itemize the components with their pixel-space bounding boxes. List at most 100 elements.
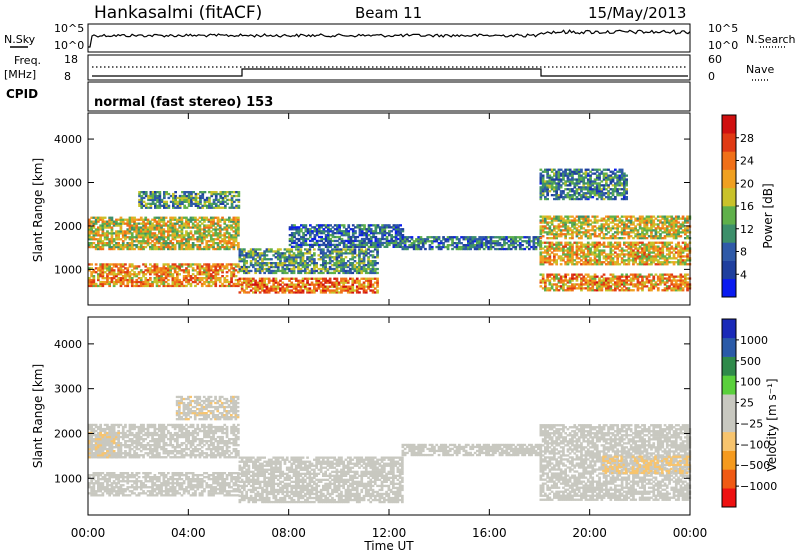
echo-cell: [641, 287, 644, 290]
echo-cell: [582, 263, 586, 266]
echo-cell: [243, 262, 246, 265]
echo-cell: [173, 228, 177, 231]
echo-cell: [548, 253, 552, 256]
echo-cell: [119, 244, 123, 247]
echo-cell: [677, 249, 680, 252]
echo-cell: [364, 267, 368, 271]
echo-cell: [256, 254, 260, 257]
echo-cell: [686, 287, 689, 290]
echo-cell: [333, 277, 336, 280]
echo-cell: [117, 273, 120, 276]
echo-cell: [151, 194, 155, 198]
echo-cell: [593, 259, 597, 262]
echo-cell: [591, 287, 595, 290]
echo-cell: [670, 225, 674, 228]
echo-cell: [200, 234, 204, 237]
echo-cell: [584, 219, 588, 222]
echo-cell: [373, 269, 377, 273]
echo-cell: [451, 236, 454, 239]
echo-cell: [322, 256, 325, 259]
echo-cell: [322, 248, 325, 251]
echo-cell: [230, 267, 233, 270]
echo-cell: [340, 265, 343, 269]
echo-cell: [514, 238, 518, 241]
echo-cell: [306, 291, 309, 294]
echo-cell: [419, 236, 423, 239]
echo-cell: [482, 236, 486, 239]
echo-cell: [198, 271, 202, 274]
echo-cell: [144, 228, 148, 231]
echo-cell: [274, 291, 278, 294]
echo-cell: [162, 277, 166, 280]
echo-cell: [254, 269, 257, 273]
echo-cell: [194, 275, 197, 278]
echo-cell: [641, 285, 644, 288]
echo-cell: [559, 241, 563, 244]
echo-cell: [627, 257, 631, 260]
echo-cell: [349, 239, 353, 243]
echo-cell: [162, 216, 166, 219]
echo-cell: [230, 242, 233, 245]
echo-cell: [670, 221, 674, 224]
echo-cell: [279, 287, 282, 290]
echo-cell: [108, 218, 111, 221]
echo-cell: [485, 240, 488, 243]
echo-cell: [153, 228, 157, 231]
echo-cell: [178, 273, 181, 276]
echo-cell: [209, 267, 213, 270]
echo-cell: [103, 232, 107, 235]
echo-cell: [634, 259, 637, 262]
echo-cell: [491, 236, 495, 239]
echo-cell: [310, 267, 314, 271]
echo-cell: [670, 223, 674, 226]
echo-cell: [539, 240, 542, 243]
echo-cell: [207, 240, 211, 243]
echo-cell: [661, 223, 665, 226]
echo-cell: [263, 283, 266, 286]
echo-cell: [185, 247, 188, 251]
echo-cell: [568, 279, 572, 282]
echo-cell: [304, 287, 307, 290]
echo-cell: [121, 263, 125, 266]
echo-cell: [174, 191, 177, 194]
echo-cell: [340, 269, 343, 273]
echo-cell: [333, 235, 337, 239]
echo-cell: [665, 257, 669, 260]
echo-cell: [212, 222, 215, 225]
echo-cell: [196, 273, 200, 276]
echo-cell: [342, 281, 345, 284]
echo-cell: [103, 271, 107, 274]
echo-cell: [317, 277, 321, 280]
echo-cell: [155, 265, 159, 268]
echo-cell: [173, 263, 177, 266]
echo-cell: [304, 269, 307, 273]
echo-cell: [308, 277, 312, 280]
echo-cell: [254, 258, 257, 261]
echo-cell: [117, 278, 120, 282]
echo-cell: [212, 265, 215, 268]
echo-cell: [318, 235, 321, 239]
echo-cell: [548, 245, 552, 248]
echo-cell: [625, 231, 628, 234]
echo-cell: [158, 242, 161, 245]
echo-cell: [677, 251, 680, 254]
echo-cell: [124, 245, 127, 249]
echo-cell: [178, 267, 181, 270]
echo-cell: [313, 252, 316, 255]
echo-cell: [643, 261, 646, 264]
echo-cell: [580, 255, 583, 258]
echo-cell: [196, 278, 200, 282]
echo-cell: [288, 226, 292, 229]
echo-cell: [126, 230, 130, 233]
echo-cell: [580, 215, 583, 218]
echo-cell: [311, 226, 314, 229]
echo-cell: [153, 265, 157, 268]
echo-cell: [369, 232, 373, 235]
echo-cell: [333, 271, 336, 275]
echo-cell: [185, 277, 188, 280]
echo-cell: [187, 226, 190, 229]
echo-cell: [564, 235, 567, 238]
echo-cell: [214, 247, 218, 251]
echo-cell: [247, 265, 251, 269]
echo-cell: [544, 283, 547, 286]
